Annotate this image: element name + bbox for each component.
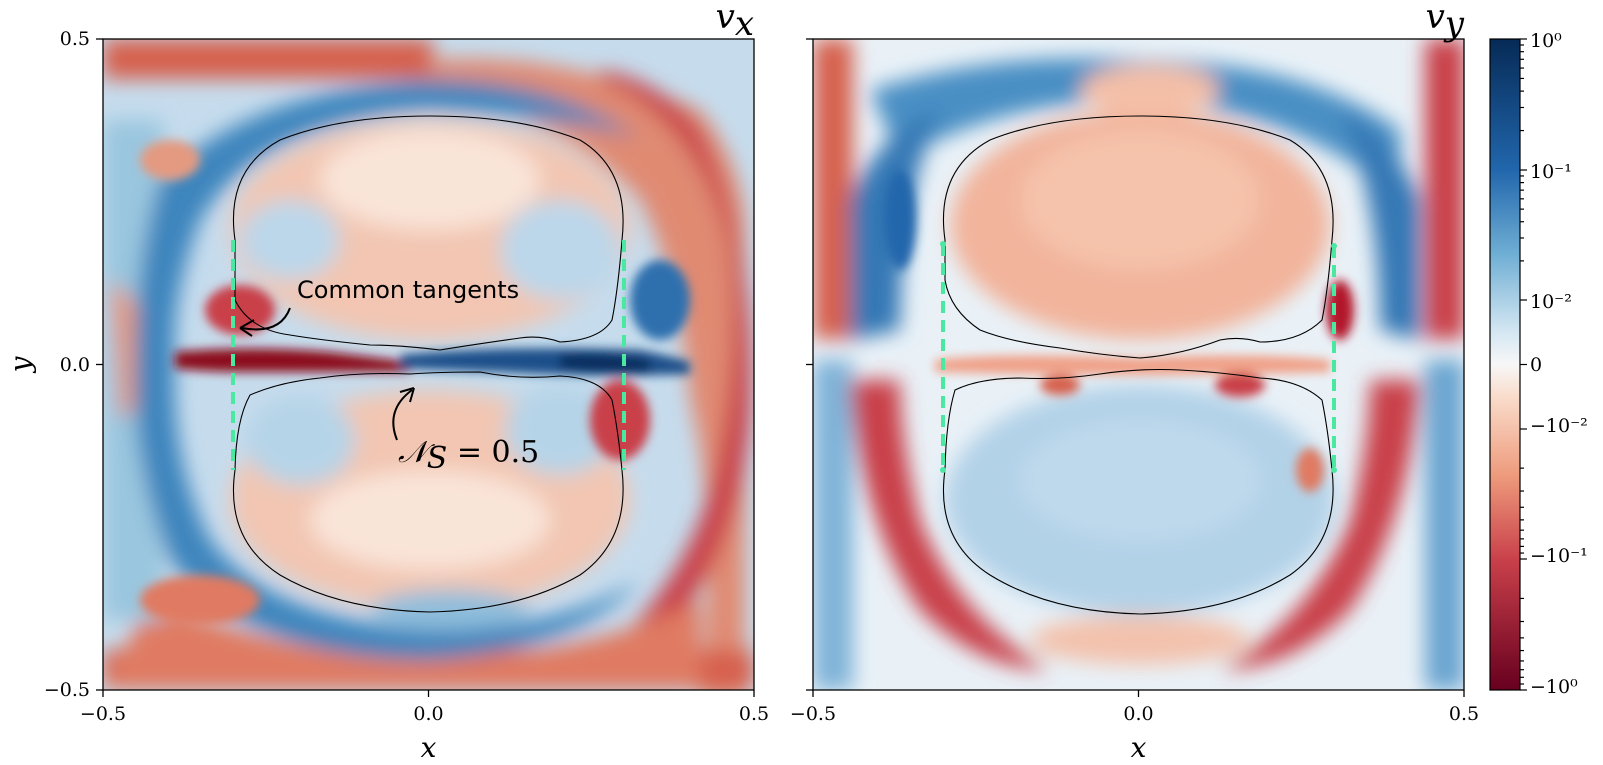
left-xlabel: x bbox=[421, 731, 437, 764]
right-title: vy bbox=[1426, 0, 1465, 44]
right-tangent-point bbox=[940, 241, 946, 247]
right-tangent-point bbox=[1331, 467, 1337, 473]
left-ticks bbox=[96, 38, 755, 697]
ns-label: 𝒩S = 0.5 bbox=[398, 435, 539, 476]
colorbar-tick-label: −10⁻¹ bbox=[1530, 545, 1588, 567]
right-tangent-point bbox=[1331, 243, 1337, 249]
common-tangents-label: Common tangents bbox=[297, 276, 519, 304]
left-ytick-label: 0.0 bbox=[60, 354, 90, 376]
right-tangent-point bbox=[940, 467, 946, 473]
right-tangent-lines bbox=[940, 241, 1337, 473]
right-heatmap bbox=[813, 39, 1464, 690]
right-xtick-label: 0.0 bbox=[1123, 703, 1153, 725]
left-xtick-label: −0.5 bbox=[80, 703, 126, 725]
left-ylabel: y bbox=[4, 355, 37, 374]
right-xtick-label: −0.5 bbox=[790, 703, 836, 725]
left-tangent-lines bbox=[231, 240, 626, 470]
colorbar-tick-label: 10⁰ bbox=[1530, 30, 1562, 52]
common-tangents-arrowhead bbox=[239, 319, 255, 337]
left-ytick-label: −0.5 bbox=[44, 679, 90, 701]
colorbar-gradient bbox=[1489, 38, 1521, 691]
ns-arrow bbox=[392, 389, 413, 441]
left-heatmap bbox=[103, 39, 754, 690]
right-xlabel: x bbox=[1131, 731, 1147, 764]
left-title: vx bbox=[716, 0, 754, 44]
right-panel: −0.5 0.0 0.5 x vy bbox=[790, 0, 1479, 764]
colorbar-tick-label: −10⁻² bbox=[1530, 415, 1588, 437]
colorbar-tick-label: 0 bbox=[1530, 354, 1542, 376]
left-contour bbox=[232, 115, 624, 613]
right-ticks bbox=[806, 38, 1465, 697]
left-panel: Common tangents 𝒩S = 0.5 −0.5 0.0 0.5 0.… bbox=[4, 0, 769, 764]
colorbar-ticks bbox=[1520, 38, 1527, 691]
colorbar-tick-label: 10⁻² bbox=[1530, 291, 1572, 313]
right-contour bbox=[942, 115, 1334, 615]
annotation-ns: 𝒩S = 0.5 bbox=[392, 387, 539, 476]
colorbar-tick-label: −10⁰ bbox=[1530, 676, 1578, 698]
colorbar: 10⁰ 10⁻¹ 10⁻² 0 −10⁻² −10⁻¹ −10⁰ bbox=[1489, 30, 1588, 698]
left-xtick-label: 0.0 bbox=[413, 703, 443, 725]
left-ytick-label: 0.5 bbox=[60, 28, 90, 50]
ns-arrowhead bbox=[399, 387, 415, 403]
colorbar-tick-label: 10⁻¹ bbox=[1530, 161, 1572, 183]
common-tangents-arrow bbox=[241, 307, 291, 331]
annotation-common-tangents: Common tangents bbox=[239, 276, 519, 337]
left-xtick-label: 0.5 bbox=[739, 703, 769, 725]
right-xtick-label: 0.5 bbox=[1449, 703, 1479, 725]
